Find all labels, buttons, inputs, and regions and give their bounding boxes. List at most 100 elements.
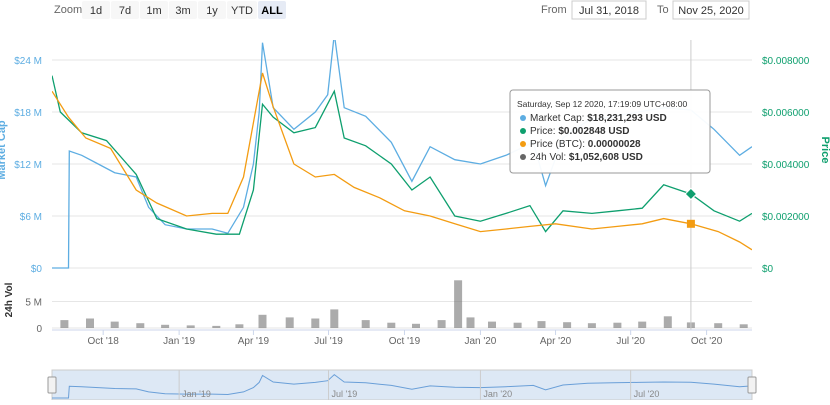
volume-bar bbox=[587, 323, 596, 328]
zoom-button-ytd[interactable]: YTD bbox=[227, 1, 257, 19]
volume-bar bbox=[311, 318, 320, 328]
x-tick-label: Oct '20 bbox=[691, 336, 723, 347]
volume-bar bbox=[537, 321, 546, 328]
series-dot-icon bbox=[520, 128, 526, 134]
left-tick-label: $6 M bbox=[20, 212, 42, 223]
tooltip-box bbox=[509, 89, 711, 174]
volume-tick-label: 5 M bbox=[25, 298, 42, 309]
volume-bar bbox=[235, 324, 244, 328]
from-date-input[interactable]: Jul 31, 2018 bbox=[571, 0, 647, 20]
volume-bar bbox=[387, 322, 396, 328]
volume-bar bbox=[212, 325, 221, 328]
right-tick-label: $0.006000 bbox=[762, 108, 810, 119]
navigator-tick-label: Jul '19 bbox=[332, 389, 358, 399]
volume-bar bbox=[437, 320, 446, 328]
zoom-button-label: 3m bbox=[175, 5, 190, 17]
volume-bar bbox=[513, 322, 522, 328]
zoom-button-1y[interactable]: 1y bbox=[198, 1, 226, 19]
volume-bar bbox=[86, 318, 94, 328]
left-tick-label: $18 M bbox=[14, 108, 42, 119]
to-date-input[interactable]: Nov 25, 2020 bbox=[672, 0, 750, 20]
crosshair bbox=[684, 40, 698, 330]
volume-axis-title: 24h Vol bbox=[4, 282, 15, 317]
tooltip-rows: Market Cap: $18,231,293 USD Price: $0.002… bbox=[520, 113, 667, 163]
market-cap-axis: $0 $6 M $12 M $18 M $24 M bbox=[14, 56, 42, 275]
zoom-button-label: 1y bbox=[206, 5, 218, 17]
volume-bar bbox=[285, 317, 294, 328]
x-tick-label: Oct '18 bbox=[87, 336, 119, 347]
volume-bar bbox=[60, 320, 69, 328]
to-label: To bbox=[657, 4, 669, 16]
right-tick-label: $0 bbox=[762, 264, 774, 275]
from-label: From bbox=[541, 4, 567, 16]
volume-bar bbox=[466, 317, 475, 328]
tooltip-label: Price (BTC): 0.00000028 bbox=[530, 139, 641, 150]
navigator-tick-label: Jan '20 bbox=[483, 389, 512, 399]
x-tick-label: Apr '19 bbox=[238, 336, 270, 347]
price-marker bbox=[684, 187, 698, 201]
volume-bar bbox=[454, 280, 463, 328]
tooltip-label: 24h Vol: $1,052,608 USD bbox=[530, 152, 643, 163]
tooltip-row: 24h Vol: $1,052,608 USD bbox=[520, 152, 643, 163]
left-tick-label: $12 M bbox=[14, 160, 42, 171]
x-tick-label: Oct '19 bbox=[389, 336, 421, 347]
zoom-button-3m[interactable]: 3m bbox=[169, 1, 197, 19]
x-tick-label: Jul '19 bbox=[314, 336, 343, 347]
volume-bar bbox=[136, 323, 145, 328]
from-date-value: Jul 31, 2018 bbox=[579, 5, 639, 17]
volume-bar bbox=[563, 322, 572, 328]
volume-tick-label: 0 bbox=[36, 324, 42, 335]
volume-bars bbox=[60, 280, 748, 329]
volume-bar bbox=[488, 321, 496, 328]
zoom-button-1m[interactable]: 1m bbox=[140, 1, 168, 19]
navigator-window[interactable] bbox=[51, 369, 753, 401]
volume-bar bbox=[258, 314, 267, 329]
tooltip-row: Price: $0.002848 USD bbox=[520, 126, 630, 137]
zoom-button-label: ALL bbox=[261, 5, 283, 17]
tooltip-row: Price (BTC): 0.00000028 bbox=[520, 139, 641, 150]
navigator-tick-label: Jan '19 bbox=[182, 389, 211, 399]
to-date-value: Nov 25, 2020 bbox=[678, 5, 743, 17]
tooltip: Saturday, Sep 12 2020, 17:19:09 UTC+08:0… bbox=[509, 89, 711, 174]
zoom-button-label: YTD bbox=[231, 5, 253, 17]
zoom-button-7d[interactable]: 7d bbox=[111, 1, 139, 19]
zoom-button-1d[interactable]: 1d bbox=[82, 1, 110, 19]
tooltip-label: Price: $0.002848 USD bbox=[530, 126, 630, 137]
series-line-price-btc bbox=[52, 72, 752, 251]
volume-bar bbox=[330, 309, 339, 328]
series-dot-icon bbox=[520, 115, 526, 121]
x-tick-label: Jul '20 bbox=[616, 336, 645, 347]
price-btc-marker bbox=[686, 219, 695, 228]
left-tick-label: $0 bbox=[31, 264, 43, 275]
zoom-button-label: 1d bbox=[90, 5, 102, 17]
navigator-series-line bbox=[52, 373, 753, 399]
x-tick-label: Jan '19 bbox=[163, 336, 195, 347]
zoom-button-label: 7d bbox=[119, 5, 131, 17]
navigator-left-handle[interactable] bbox=[47, 376, 57, 394]
left-tick-label: $24 M bbox=[14, 56, 42, 67]
price-axis: $0 $0.002000 $0.004000 $0.006000 $0.008000 bbox=[762, 56, 810, 275]
zoom-button-label: 1m bbox=[146, 5, 161, 17]
volume-bar bbox=[361, 320, 370, 328]
tooltip-row: Market Cap: $18,231,293 USD bbox=[520, 113, 667, 124]
tooltip-label: Market Cap: $18,231,293 USD bbox=[530, 113, 667, 124]
right-tick-label: $0.004000 bbox=[762, 160, 810, 171]
volume-bar bbox=[638, 321, 647, 328]
x-tick-label: Jan '20 bbox=[464, 336, 496, 347]
zoom-label: Zoom bbox=[54, 4, 82, 16]
volume-bar bbox=[739, 324, 748, 328]
series-line-price bbox=[52, 75, 752, 235]
navigator-axis: Jan '19 Jul '19 Jan '20 Jul '20 bbox=[178, 370, 660, 400]
tooltip-header: Saturday, Sep 12 2020, 17:19:09 UTC+08:0… bbox=[517, 99, 687, 109]
zoom-button-all[interactable]: ALL bbox=[258, 1, 286, 19]
left-axis-title: Market Cap bbox=[0, 120, 8, 180]
zoom-button-group: 1d 7d 1m 3m 1y YTD ALL bbox=[82, 1, 286, 19]
right-tick-label: $0.008000 bbox=[762, 56, 810, 67]
x-axis: Oct '18 Jan '19 Apr '19 Jul '19 Oct '19 Jan '… bbox=[87, 330, 723, 347]
navigator[interactable]: Jan '19 Jul '19 Jan '20 Jul '20 bbox=[47, 369, 757, 401]
navigator-tick-label: Jul '20 bbox=[634, 389, 660, 399]
navigator-right-handle[interactable] bbox=[747, 376, 757, 394]
right-axis-title: Price bbox=[819, 137, 830, 164]
